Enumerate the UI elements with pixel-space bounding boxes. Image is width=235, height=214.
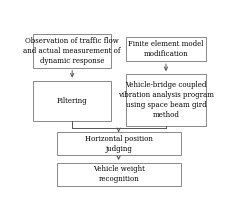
Text: Vehicle weight
recognition: Vehicle weight recognition bbox=[93, 165, 145, 183]
Text: Vehicle-bridge coupled
vibration analysis program
using space beam gird
method: Vehicle-bridge coupled vibration analysi… bbox=[118, 81, 214, 119]
Text: Observation of traffic flow
and actual measurement of
dynamic response: Observation of traffic flow and actual m… bbox=[24, 37, 121, 65]
FancyBboxPatch shape bbox=[33, 34, 111, 68]
FancyBboxPatch shape bbox=[33, 81, 111, 121]
FancyBboxPatch shape bbox=[126, 37, 206, 61]
FancyBboxPatch shape bbox=[57, 132, 180, 155]
Text: Finite element model
modification: Finite element model modification bbox=[128, 40, 204, 58]
FancyBboxPatch shape bbox=[126, 74, 206, 126]
FancyBboxPatch shape bbox=[57, 163, 180, 186]
Text: Horizontal position
judging: Horizontal position judging bbox=[85, 135, 153, 153]
Text: Filtering: Filtering bbox=[57, 97, 87, 105]
